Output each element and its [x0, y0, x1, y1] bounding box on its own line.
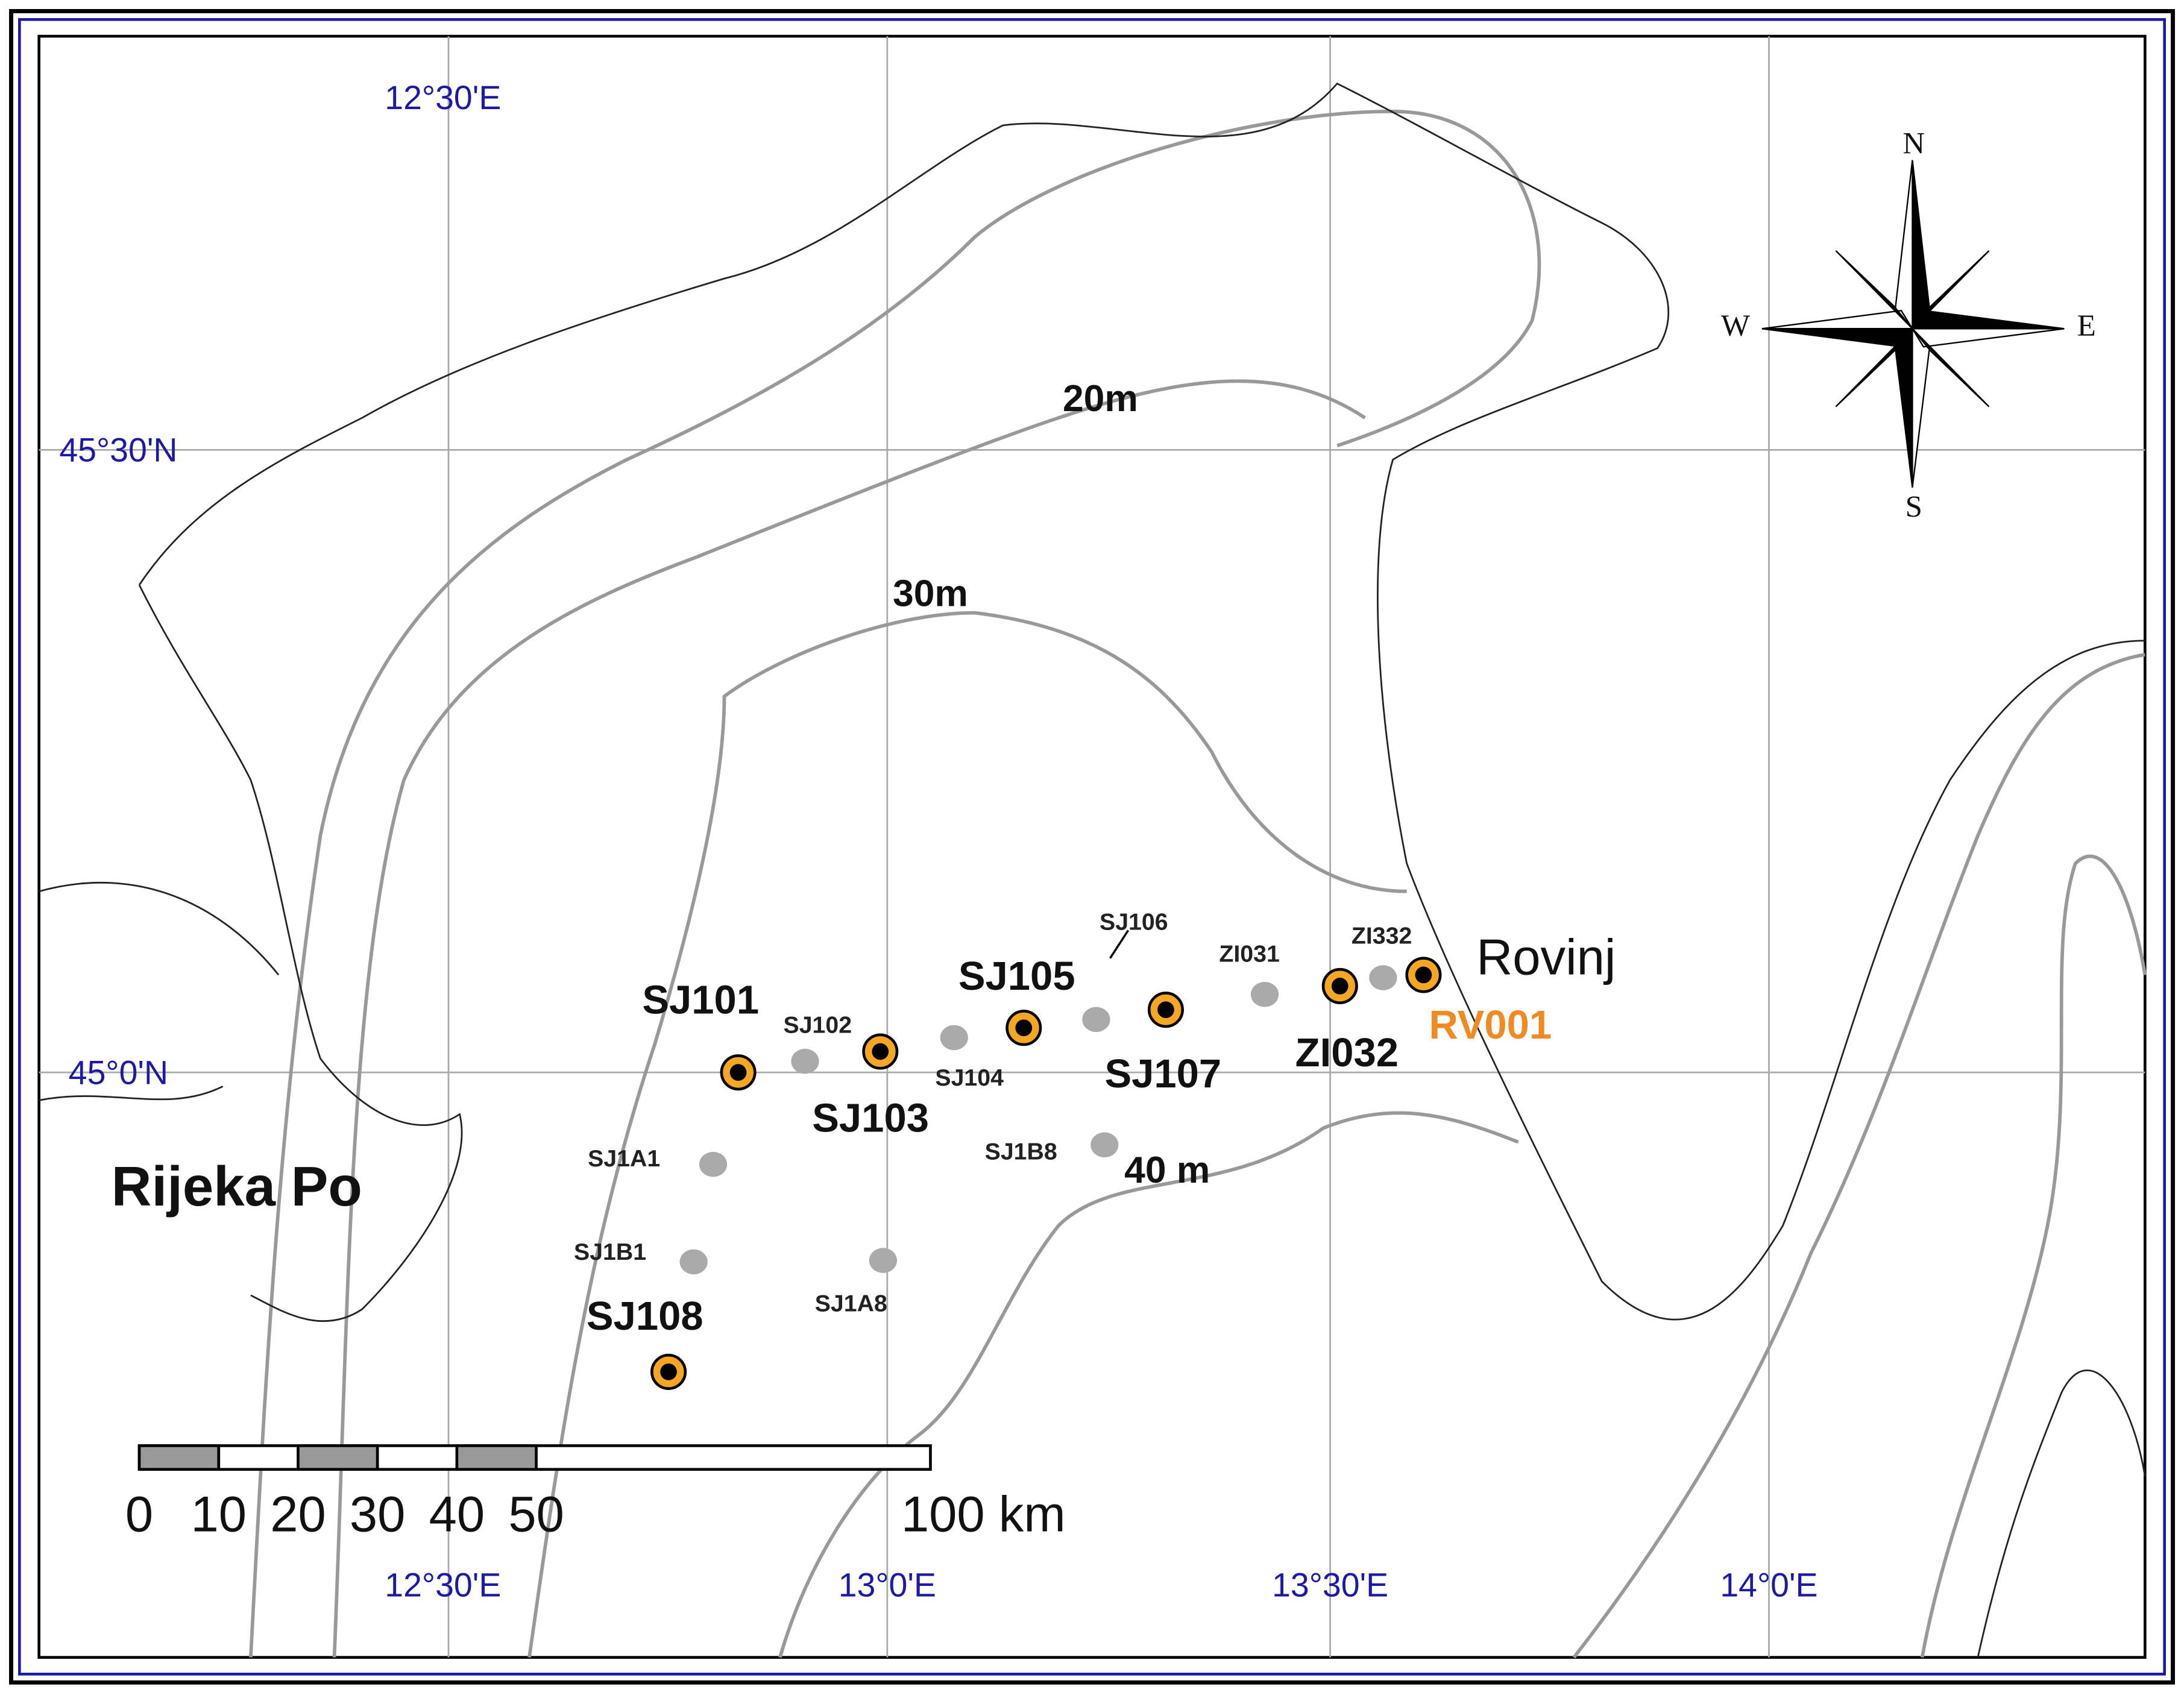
- scale-label: 100 km: [901, 1486, 1066, 1542]
- station-label: SJ1B1: [574, 1239, 646, 1265]
- station-marker: [699, 1151, 728, 1177]
- station-dot: [1415, 966, 1432, 984]
- compass-label: W: [1721, 309, 1750, 342]
- frame: [18, 18, 2166, 1676]
- station-label: SJ107: [1104, 1051, 1221, 1096]
- station-dot: [660, 1363, 677, 1380]
- place-label: Rijeka Po: [112, 1155, 362, 1218]
- grid-label: 45°0'N: [69, 1054, 168, 1091]
- station-label: ZI332: [1352, 922, 1412, 949]
- station-label: ZI032: [1295, 1030, 1399, 1075]
- station-label: SJ101: [642, 977, 759, 1022]
- grid-label: 12°30'E: [385, 1567, 501, 1604]
- scale-label: 30: [350, 1486, 406, 1542]
- station-marker: [791, 1048, 819, 1074]
- station-dot: [729, 1064, 747, 1081]
- leader-line: [1109, 929, 1130, 959]
- isobaths: [249, 109, 2147, 1659]
- grid-label: 14°0'E: [1720, 1567, 1817, 1604]
- scale-label: 40: [429, 1486, 485, 1542]
- depth-label: 20m: [1063, 378, 1138, 420]
- scale-label: 20: [270, 1486, 326, 1542]
- outer-frame: [9, 9, 2175, 1685]
- station-dot: [1157, 1001, 1174, 1019]
- compass-label: S: [1905, 489, 1922, 523]
- grid-label: 12°30'E: [385, 79, 501, 116]
- station-marker: [869, 1248, 898, 1273]
- inner-frame: [37, 34, 2147, 1659]
- depth-label: 30m: [893, 573, 968, 614]
- station-label: SJ106: [1100, 908, 1168, 935]
- compass-label: E: [2077, 309, 2096, 342]
- grid-label: 13°0'E: [839, 1567, 936, 1604]
- scale-bar: [137, 1444, 932, 1471]
- station-label: SJ103: [812, 1096, 929, 1141]
- station-label: SJ105: [958, 954, 1075, 999]
- station-marker: [1250, 981, 1279, 1007]
- scale-label: 0: [125, 1486, 153, 1542]
- station-label: SJ102: [784, 1011, 852, 1038]
- station-marker: [1082, 1007, 1110, 1033]
- station-marker: [1369, 965, 1397, 990]
- station-label: ZI031: [1219, 940, 1279, 967]
- station-marker: [679, 1249, 708, 1275]
- graticule: [39, 36, 2145, 1658]
- place-label: Rovinj: [1476, 929, 1616, 985]
- grid-label: 13°30'E: [1272, 1567, 1388, 1604]
- station-dot: [872, 1043, 889, 1060]
- station-label: SJ1A8: [815, 1290, 887, 1316]
- depth-label: 40 m: [1124, 1149, 1210, 1191]
- station-label: RV001: [1429, 1002, 1552, 1048]
- station-marker: [1090, 1132, 1119, 1158]
- scale-label: 10: [191, 1486, 247, 1542]
- station-label: SJ1B8: [985, 1139, 1057, 1165]
- compass-label: N: [1902, 126, 1925, 160]
- station-label: SJ104: [935, 1064, 1004, 1091]
- station-label: SJ108: [587, 1294, 703, 1339]
- station-dot: [1015, 1019, 1033, 1037]
- station-dot: [1331, 978, 1348, 995]
- station-label: SJ1A1: [588, 1145, 660, 1172]
- grid-label: 45°30'N: [59, 432, 177, 469]
- north-arrow: [1761, 160, 2065, 488]
- coastline: [39, 82, 2146, 1658]
- scale-label: 50: [508, 1486, 564, 1542]
- station-marker: [940, 1025, 968, 1051]
